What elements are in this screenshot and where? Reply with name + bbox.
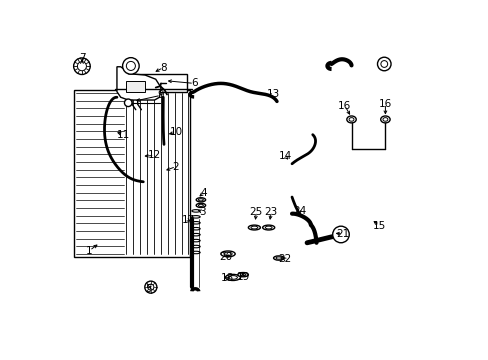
Ellipse shape xyxy=(221,251,235,257)
Text: 23: 23 xyxy=(264,207,277,217)
Text: 7: 7 xyxy=(79,53,85,63)
Text: 24: 24 xyxy=(292,206,305,216)
Ellipse shape xyxy=(262,225,274,230)
Ellipse shape xyxy=(250,226,257,229)
Ellipse shape xyxy=(198,199,203,201)
Text: 13: 13 xyxy=(266,90,279,99)
Ellipse shape xyxy=(380,116,389,123)
Ellipse shape xyxy=(273,256,284,260)
Ellipse shape xyxy=(348,118,353,121)
Circle shape xyxy=(74,58,90,75)
Text: 22: 22 xyxy=(277,254,290,264)
Ellipse shape xyxy=(275,257,281,259)
Ellipse shape xyxy=(265,226,271,229)
Text: 16: 16 xyxy=(378,99,391,109)
Text: 10: 10 xyxy=(169,127,182,138)
Circle shape xyxy=(332,226,348,243)
Text: 5: 5 xyxy=(144,284,151,294)
Text: 11: 11 xyxy=(117,130,130,140)
Bar xyxy=(126,74,186,92)
Circle shape xyxy=(77,62,86,71)
Text: 4: 4 xyxy=(200,188,206,198)
Text: 2: 2 xyxy=(172,162,179,172)
Text: 1: 1 xyxy=(86,246,93,256)
Ellipse shape xyxy=(382,118,387,121)
Ellipse shape xyxy=(346,116,355,123)
Text: 14: 14 xyxy=(278,151,291,161)
Ellipse shape xyxy=(228,276,237,279)
Text: 16: 16 xyxy=(337,100,351,111)
Circle shape xyxy=(124,99,132,107)
Polygon shape xyxy=(117,67,161,100)
Ellipse shape xyxy=(196,203,205,207)
Ellipse shape xyxy=(240,274,245,276)
Ellipse shape xyxy=(196,198,205,202)
Text: 19: 19 xyxy=(236,273,249,283)
Text: 3: 3 xyxy=(199,207,205,217)
Bar xyxy=(74,90,190,257)
Text: 18: 18 xyxy=(220,273,233,283)
Circle shape xyxy=(144,281,157,293)
Text: 12: 12 xyxy=(148,150,161,161)
Text: 9: 9 xyxy=(157,90,164,100)
Text: 17: 17 xyxy=(181,215,194,225)
Ellipse shape xyxy=(248,225,260,230)
Circle shape xyxy=(126,62,135,71)
Circle shape xyxy=(380,60,387,67)
Text: 15: 15 xyxy=(372,221,385,231)
Text: 21: 21 xyxy=(336,229,349,239)
Circle shape xyxy=(147,284,154,290)
Text: 8: 8 xyxy=(160,63,166,73)
Text: 25: 25 xyxy=(249,207,263,217)
Ellipse shape xyxy=(225,274,240,280)
Circle shape xyxy=(122,58,139,74)
Bar xyxy=(126,81,145,92)
Ellipse shape xyxy=(237,273,248,277)
Text: 20: 20 xyxy=(219,252,232,262)
Ellipse shape xyxy=(198,204,203,206)
Text: 6: 6 xyxy=(190,78,197,89)
Circle shape xyxy=(377,57,390,71)
Ellipse shape xyxy=(224,252,232,256)
